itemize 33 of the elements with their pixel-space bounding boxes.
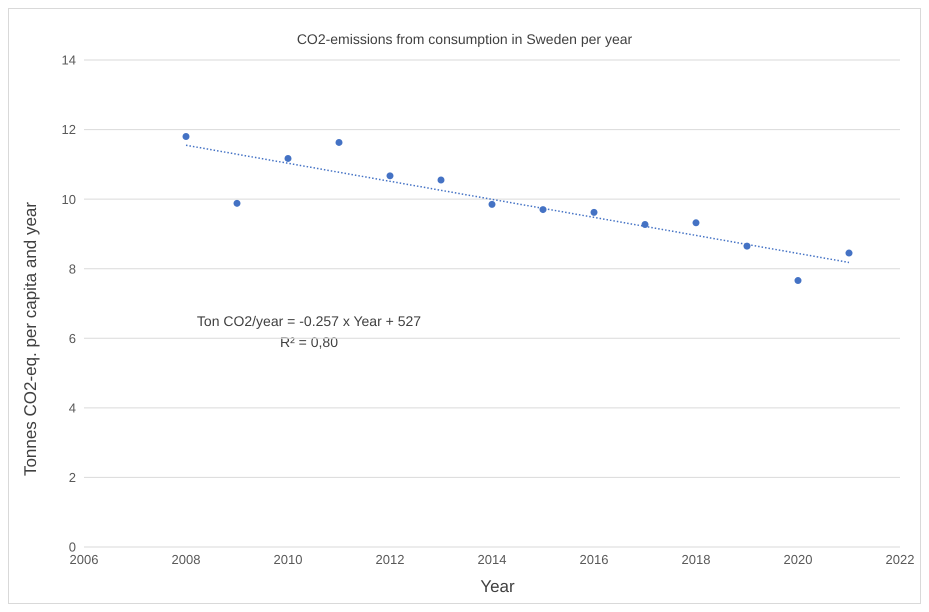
x-tick-label: 2008 (172, 552, 200, 568)
x-tick-label: 2020 (784, 552, 812, 568)
y-tick-label: 8 (68, 261, 76, 276)
y-tick-label: 14 (62, 52, 76, 68)
annotation: Ton CO2/year = -0.257 x Year + 527 (196, 313, 422, 329)
point (182, 133, 190, 140)
y-tick-label: 12 (62, 122, 76, 138)
point (438, 176, 444, 184)
y-tick-label: 2 (68, 470, 76, 486)
y-tick-label: 10 (62, 192, 76, 207)
point (234, 200, 240, 207)
y-tick-label: 0 (68, 540, 76, 555)
point (846, 250, 852, 257)
point (590, 208, 598, 216)
point (284, 154, 292, 162)
point (386, 172, 394, 180)
x-tick-label: 2016 (580, 552, 608, 568)
point (692, 219, 700, 226)
x-tick-label: 2010 (274, 552, 302, 568)
point (794, 277, 802, 284)
x-tick-label: 2006 (70, 552, 98, 568)
y-tick-label: 4 (68, 400, 76, 416)
x-tick-label: 2018 (682, 552, 710, 568)
chart-title: CO2-emissions from consumption in Sweden per year (296, 31, 634, 47)
y-tick-label: 6 (68, 330, 76, 346)
point (488, 200, 496, 208)
x-axis-title: Year (479, 577, 516, 597)
x-tick-label: 2022 (886, 552, 914, 568)
y-axis-title: Tonnes CO2-eq. per capita and year (21, 202, 41, 476)
point (336, 138, 342, 146)
x-tick-label: 2012 (376, 552, 404, 568)
point (642, 221, 648, 228)
x-tick-label: 2014 (478, 552, 506, 568)
